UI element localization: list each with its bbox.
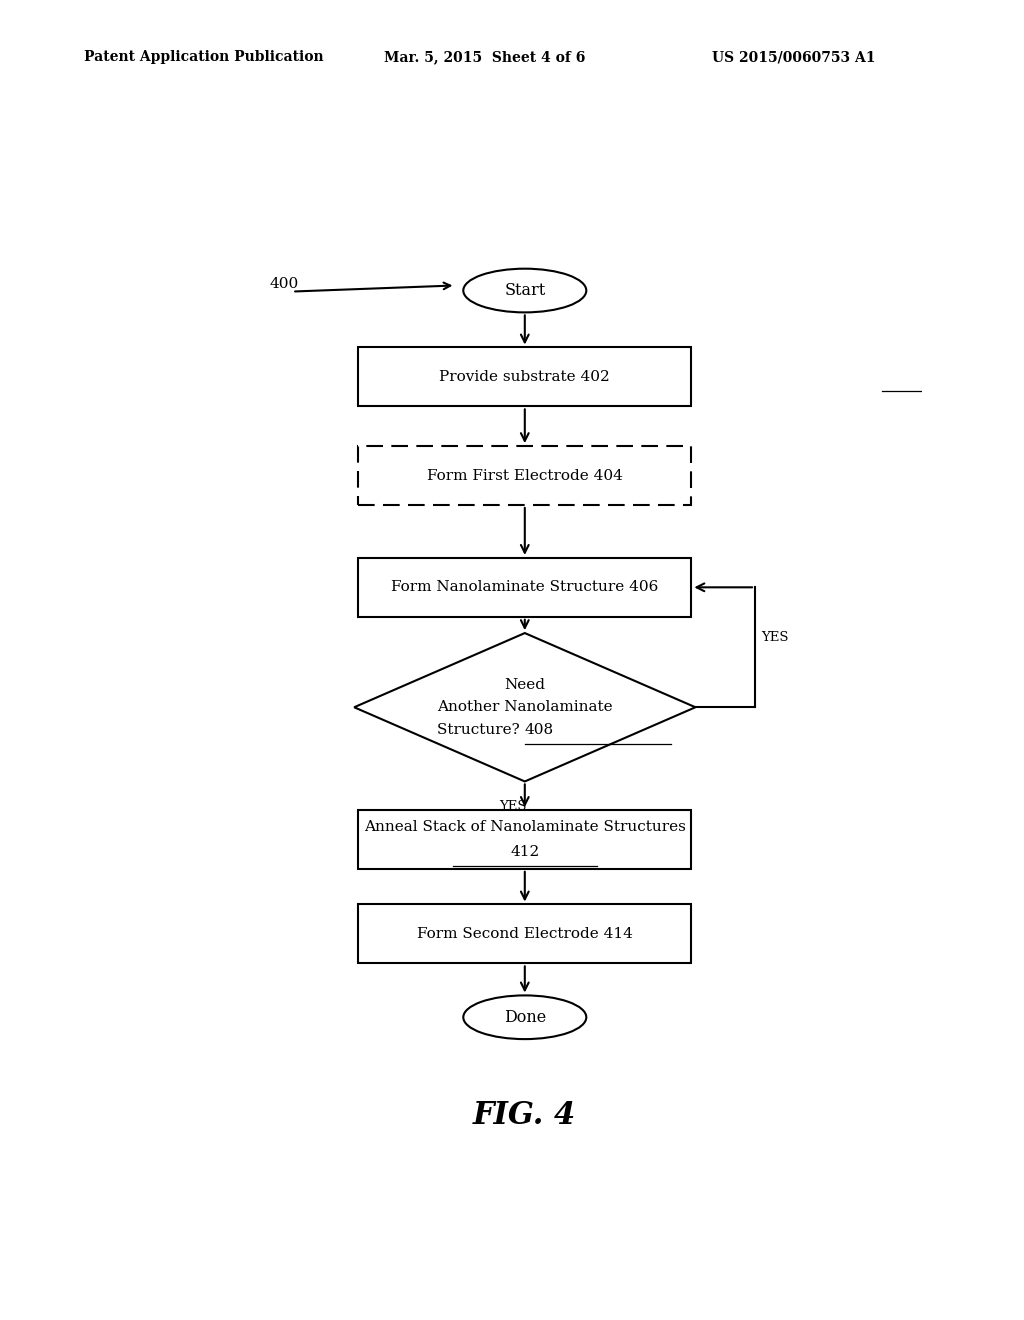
Bar (358, 904, 691, 964)
Ellipse shape (463, 269, 587, 313)
Text: Form First Electrode 404: Form First Electrode 404 (427, 469, 623, 483)
Text: 412: 412 (510, 845, 540, 858)
Text: Need: Need (504, 678, 546, 692)
Text: 408: 408 (524, 722, 554, 737)
Bar (358, 446, 691, 506)
Text: Structure?: Structure? (437, 722, 524, 737)
Text: Another Nanolaminate: Another Nanolaminate (437, 700, 612, 714)
Text: Start: Start (504, 282, 546, 300)
Text: Patent Application Publication: Patent Application Publication (84, 50, 324, 65)
Text: YES: YES (499, 800, 526, 813)
Text: Done: Done (504, 1008, 546, 1026)
Text: Form Second Electrode 414: Form Second Electrode 414 (417, 927, 633, 941)
Bar (358, 810, 691, 869)
Text: 400: 400 (269, 277, 299, 292)
Text: YES: YES (761, 631, 788, 644)
Text: FIG. 4: FIG. 4 (473, 1101, 577, 1131)
Text: Anneal Stack of Nanolaminate Structures: Anneal Stack of Nanolaminate Structures (364, 820, 686, 834)
Text: Provide substrate 402: Provide substrate 402 (439, 370, 610, 384)
Polygon shape (354, 634, 695, 781)
Text: Mar. 5, 2015  Sheet 4 of 6: Mar. 5, 2015 Sheet 4 of 6 (384, 50, 586, 65)
Text: Form Nanolaminate Structure 406: Form Nanolaminate Structure 406 (391, 581, 658, 594)
Text: US 2015/0060753 A1: US 2015/0060753 A1 (712, 50, 876, 65)
Ellipse shape (463, 995, 587, 1039)
Bar (358, 558, 691, 616)
Bar (358, 347, 691, 407)
